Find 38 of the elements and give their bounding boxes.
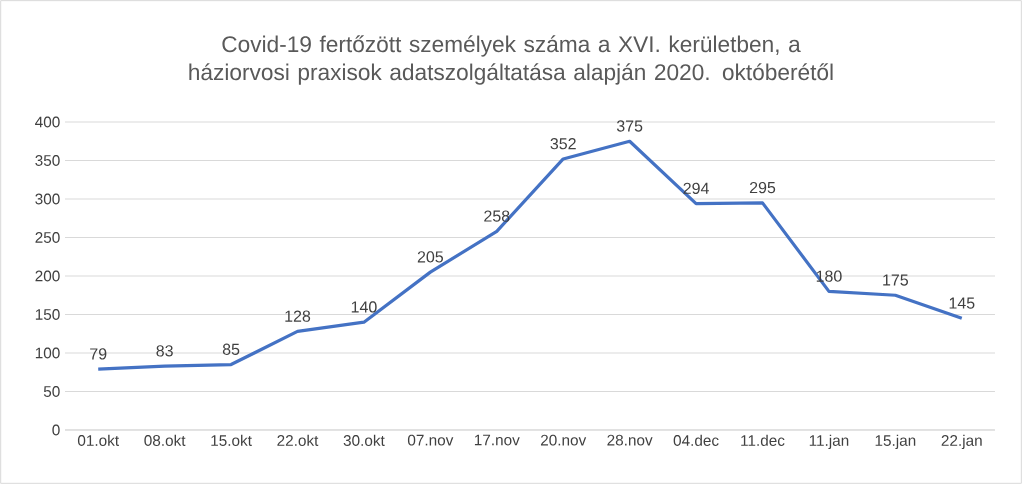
y-tick-label: 300 [35, 193, 60, 205]
data-label: 128 [285, 310, 311, 322]
y-tick-label: 0 [52, 424, 60, 436]
data-label: 180 [816, 270, 842, 282]
data-label: 258 [484, 210, 510, 222]
x-tick-label: 22.jan [941, 434, 982, 449]
data-label: 175 [883, 274, 909, 286]
data-label: 140 [351, 301, 377, 313]
x-tick-label: 08.okt [144, 434, 186, 446]
data-label: 294 [683, 182, 709, 194]
data-label: 352 [550, 138, 576, 150]
y-tick-label: 250 [35, 232, 60, 243]
x-tick-label: 22.okt [277, 434, 319, 446]
x-tick-label: 07.nov [407, 434, 454, 446]
y-tick-label: 350 [35, 155, 60, 166]
y-tick-label: 150 [35, 309, 60, 320]
y-tick-label: 200 [35, 270, 60, 282]
x-tick-label: 28.nov [607, 434, 653, 446]
data-label: 295 [749, 181, 776, 194]
x-tick-label: 17.nov [474, 434, 520, 446]
data-label: 85 [222, 343, 240, 355]
y-tick-label: 100 [35, 347, 60, 359]
y-tick-label: 400 [35, 116, 60, 128]
data-label: 205 [417, 251, 444, 263]
x-tick-label: 11.jan [809, 434, 849, 449]
y-tick-label: 50 [43, 386, 60, 397]
data-label: 83 [156, 345, 173, 357]
data-label: 145 [949, 297, 975, 309]
x-tick-label: 04.dec [673, 434, 719, 446]
x-tick-label: 15.jan [875, 434, 916, 449]
x-tick-label: 30.okt [343, 434, 385, 446]
chart-title: Covid-19 fertőzött személyek száma a XVI. kerületben, a háziorvosi praxisok adatszolgáltatása alapján 2020. októberétől [189, 35, 833, 85]
x-tick-label: 11.dec [741, 434, 785, 446]
data-label: 375 [616, 120, 643, 132]
data-label: 79 [90, 348, 107, 360]
x-tick-label: 20.nov [540, 434, 587, 446]
x-tick-label: 01.okt [77, 434, 119, 446]
x-tick-label: 15.okt [211, 434, 252, 446]
